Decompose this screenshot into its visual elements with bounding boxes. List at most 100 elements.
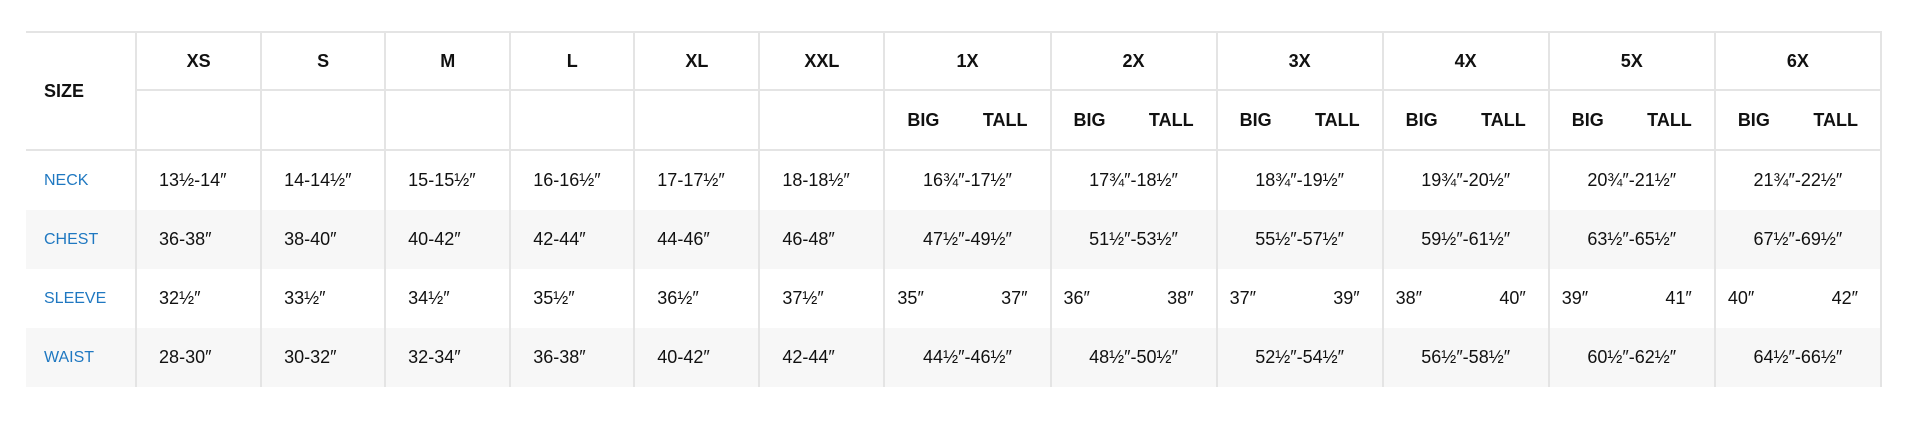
table-row: WAIST 28-30″ 30-32″ 32-34″ 36-38″ 40-42″ 42-44… <box>26 328 1883 387</box>
measurement-cell: 55½″-57½″ <box>1215 210 1384 269</box>
big-label: BIG <box>907 109 940 130</box>
tall-label: TALL <box>1148 109 1194 130</box>
tall-label: TALL <box>982 109 1028 130</box>
tall-label: TALL <box>1481 109 1526 130</box>
size-chart-table: SIZE XS S M L XL XXL 1X 2X 3X 4X 5X 6X BIG TALL BIG TA… <box>26 31 1883 387</box>
subheader-cell <box>509 89 636 151</box>
measurement-cell: 46-48″ <box>758 210 886 269</box>
subheader-cell <box>633 89 761 151</box>
measurement-cell: 20¾″-21½″ <box>1547 150 1716 210</box>
tall-value: 37″ <box>1001 288 1028 308</box>
measurement-cell: 47½″-49½″ <box>883 210 1052 269</box>
measurement-cell: 60½″-62½″ <box>1547 328 1716 387</box>
measurement-cell: 52½″-54½″ <box>1215 328 1384 387</box>
measurement-cell: 36-38″ <box>509 328 636 387</box>
big-value: 38″ <box>1395 288 1423 308</box>
measurement-cell: 16-16½″ <box>509 150 636 210</box>
measurement-cell: 48½″-50½″ <box>1049 328 1218 387</box>
measurement-cell: 38-40″ <box>260 210 387 269</box>
measurement-cell: 30-32″ <box>260 328 387 387</box>
tall-label: TALL <box>1647 109 1692 130</box>
table-row: CHEST 36-38″ 38-40″ 40-42″ 42-44″ 44-46″ 46-48… <box>26 210 1883 269</box>
measurement-cell: 59½″-61½″ <box>1381 210 1550 269</box>
size-column-header: 5X <box>1547 31 1716 91</box>
size-column-header: 1X <box>883 31 1052 91</box>
measurement-cell: 14-14½″ <box>260 150 387 210</box>
size-column-header: XXL <box>758 31 886 91</box>
measurement-cell: 17¾″-18½″ <box>1049 150 1218 210</box>
measurement-cell: 38″ 40″ <box>1381 269 1550 328</box>
measurement-cell: 67½″-69½″ <box>1713 210 1883 269</box>
measurement-cell: 40″ 42″ <box>1713 269 1883 328</box>
big-value: 39″ <box>1561 288 1589 308</box>
size-column-header: 6X <box>1713 31 1883 91</box>
measurement-cell: 34½″ <box>384 269 512 328</box>
size-column-header: L <box>509 31 636 91</box>
tall-value: 38″ <box>1167 288 1194 308</box>
measurement-cell: 63½″-65½″ <box>1547 210 1716 269</box>
tall-value: 40″ <box>1499 288 1526 308</box>
big-label: BIG <box>1073 109 1106 130</box>
big-label: BIG <box>1737 109 1770 130</box>
subheader-cell: BIG TALL <box>1713 89 1883 151</box>
measurement-cell: 39″ 41″ <box>1547 269 1716 328</box>
size-column-header: XL <box>633 31 761 91</box>
measurement-cell: 44-46″ <box>633 210 761 269</box>
row-label: CHEST <box>26 210 138 269</box>
measurement-cell: 56½″-58½″ <box>1381 328 1550 387</box>
subheader-cell <box>384 89 512 151</box>
measurement-cell: 40-42″ <box>384 210 512 269</box>
size-column-header: XS <box>135 31 263 91</box>
measurement-cell: 44½″-46½″ <box>883 328 1052 387</box>
row-label: NECK <box>26 150 138 210</box>
tall-label: TALL <box>1315 109 1360 130</box>
measurement-cell: 35½″ <box>509 269 636 328</box>
subheader-cell: BIG TALL <box>883 89 1052 151</box>
big-value: 40″ <box>1727 288 1755 308</box>
big-label: BIG <box>1239 109 1272 130</box>
measurement-cell: 64½″-66½″ <box>1713 328 1883 387</box>
measurement-cell: 21¾″-22½″ <box>1713 150 1883 210</box>
subheader-cell: BIG TALL <box>1049 89 1218 151</box>
size-column-header: 2X <box>1049 31 1218 91</box>
measurement-cell: 18-18½″ <box>758 150 886 210</box>
table-row: SLEEVE 32½″ 33½″ 34½″ 35½″ 36½″ 37½″ 35″ 37″ 36″ 3… <box>26 269 1883 328</box>
measurement-cell: 13½-14″ <box>135 150 263 210</box>
measurement-cell: 40-42″ <box>633 328 761 387</box>
big-label: BIG <box>1571 109 1604 130</box>
measurement-cell: 51½″-53½″ <box>1049 210 1218 269</box>
size-header: SIZE <box>26 31 138 151</box>
measurement-cell: 17-17½″ <box>633 150 761 210</box>
measurement-cell: 19¾″-20½″ <box>1381 150 1550 210</box>
subheader-cell <box>135 89 263 151</box>
tall-value: 41″ <box>1665 288 1692 308</box>
tall-value: 42″ <box>1831 288 1858 308</box>
row-label: SLEEVE <box>26 269 138 328</box>
subheader-cell: BIG TALL <box>1215 89 1384 151</box>
measurement-cell: 32½″ <box>135 269 263 328</box>
measurement-cell: 28-30″ <box>135 328 263 387</box>
table-row: NECK 13½-14″ 14-14½″ 15-15½″ 16-16½″ 17-17½″ 1… <box>26 150 1883 210</box>
measurement-cell: 36″ 38″ <box>1049 269 1218 328</box>
size-column-header: M <box>384 31 512 91</box>
big-value: 35″ <box>897 288 924 308</box>
measurement-cell: 16¾″-17½″ <box>883 150 1052 210</box>
subheader-cell <box>260 89 387 151</box>
big-label: BIG <box>1405 109 1438 130</box>
measurement-cell: 36½″ <box>633 269 761 328</box>
size-column-header: S <box>260 31 387 91</box>
tall-value: 39″ <box>1333 288 1360 308</box>
subheader-cell <box>758 89 886 151</box>
measurement-cell: 32-34″ <box>384 328 512 387</box>
measurement-cell: 36-38″ <box>135 210 263 269</box>
size-column-header: 4X <box>1381 31 1550 91</box>
subheader-cell: BIG TALL <box>1381 89 1550 151</box>
subheader-cell: BIG TALL <box>1547 89 1716 151</box>
measurement-cell: 42-44″ <box>758 328 886 387</box>
measurement-cell: 35″ 37″ <box>883 269 1052 328</box>
size-column-header: 3X <box>1215 31 1384 91</box>
tall-label: TALL <box>1813 109 1858 130</box>
big-value: 36″ <box>1063 288 1090 308</box>
measurement-cell: 37½″ <box>758 269 886 328</box>
measurement-cell: 33½″ <box>260 269 387 328</box>
